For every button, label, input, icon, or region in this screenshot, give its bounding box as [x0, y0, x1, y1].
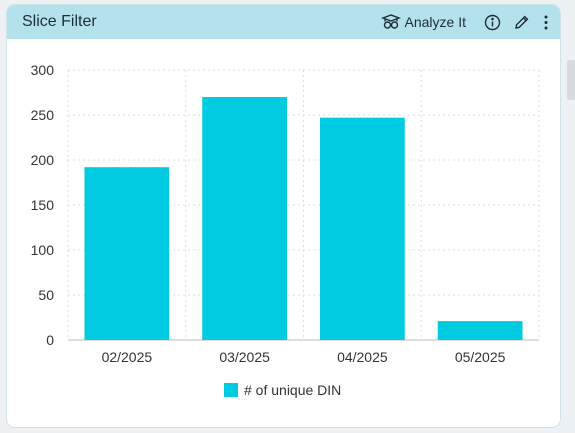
- chart-card: Slice Filter Analyze It: [6, 4, 561, 428]
- bar-chart: 0 50 100 150 200 250 300 02/2025 03/2025 04/2025 0…: [7, 39, 560, 427]
- card-title: Slice Filter: [22, 13, 97, 30]
- y-tick-label: 50: [38, 287, 54, 303]
- analyze-ai-icon: [380, 13, 401, 31]
- y-tick-label: 0: [46, 332, 54, 348]
- x-tick-label: 05/2025: [455, 349, 506, 365]
- info-icon: [484, 14, 501, 31]
- chart-svg: 0 50 100 150 200 250 300 02/2025 03/2025 04/2025 0…: [31, 62, 540, 398]
- y-tick-label: 100: [31, 242, 55, 258]
- bar[interactable]: [437, 321, 523, 340]
- y-tick-label: 150: [31, 197, 55, 213]
- pencil-icon: [513, 14, 530, 31]
- y-tick-label: 300: [31, 62, 55, 78]
- info-button[interactable]: [484, 14, 501, 31]
- more-options-button[interactable]: [542, 14, 550, 31]
- y-tick-label: 250: [31, 107, 55, 123]
- edit-button[interactable]: [513, 14, 530, 31]
- bar[interactable]: [319, 117, 405, 340]
- analyze-it-button[interactable]: Analyze It: [380, 13, 466, 31]
- side-scroll-handle[interactable]: [567, 60, 575, 100]
- bar[interactable]: [202, 97, 288, 340]
- x-tick-label: 03/2025: [219, 349, 270, 365]
- legend-label[interactable]: # of unique DIN: [244, 382, 341, 398]
- more-vertical-icon: [542, 14, 550, 31]
- analyze-it-label: Analyze It: [404, 14, 466, 30]
- y-tick-label: 200: [31, 152, 55, 168]
- x-tick-label: 04/2025: [337, 349, 388, 365]
- legend-swatch[interactable]: [224, 383, 238, 397]
- bar[interactable]: [84, 167, 170, 340]
- card-header: Slice Filter Analyze It: [7, 5, 560, 39]
- x-tick-label: 02/2025: [102, 349, 153, 365]
